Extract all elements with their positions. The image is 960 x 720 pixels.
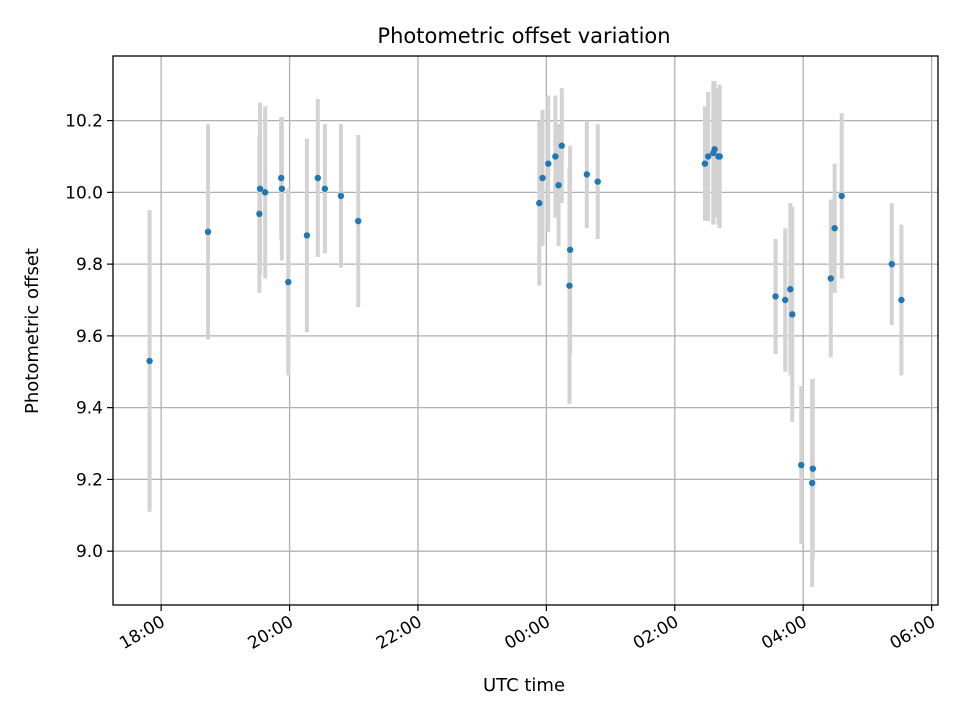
data-point — [545, 160, 552, 167]
data-point — [355, 217, 362, 225]
plot-frame — [112, 55, 939, 606]
data-point — [831, 225, 838, 232]
data-point — [303, 232, 311, 239]
data-point — [808, 479, 816, 487]
y-tick-label: 9.0 — [76, 542, 103, 562]
data-point — [539, 174, 546, 182]
data-point — [285, 278, 292, 286]
data-point — [789, 311, 796, 318]
data-point — [314, 174, 322, 182]
data-point — [838, 192, 845, 200]
x-tick-label: 00:00 — [501, 612, 553, 654]
y-tick-label: 10.0 — [65, 183, 103, 203]
y-tick-label: 9.8 — [76, 255, 103, 275]
error-bars — [147, 81, 904, 588]
data-point — [146, 357, 153, 365]
data-point — [256, 210, 263, 218]
x-tick-label: 22:00 — [373, 612, 425, 654]
data-points — [146, 142, 905, 487]
data-point — [552, 153, 559, 160]
data-point — [787, 286, 794, 293]
data-point — [566, 246, 574, 253]
data-point — [558, 142, 565, 149]
x-tick-label: 04:00 — [758, 612, 810, 654]
data-point — [809, 465, 817, 472]
x-tick-label: 06:00 — [887, 612, 939, 654]
chart-title: Photometric offset variation — [377, 24, 670, 48]
data-point — [204, 228, 212, 236]
x-axis-label: UTC time — [483, 675, 565, 696]
y-axis: 9.0 9.2 9.4 9.6 9.8 10.0 10.2 — [65, 112, 113, 562]
x-tick-label: 18:00 — [116, 612, 168, 654]
data-point — [555, 181, 562, 189]
data-point — [781, 296, 789, 304]
data-point — [888, 260, 895, 268]
data-point — [256, 185, 264, 192]
grid — [113, 56, 938, 605]
data-point — [594, 178, 601, 185]
y-tick-label: 9.4 — [76, 399, 103, 419]
y-axis-label: Photometric offset — [22, 248, 43, 414]
y-tick-label: 9.2 — [76, 470, 103, 490]
data-point — [321, 185, 329, 192]
data-point — [536, 199, 543, 207]
data-point — [827, 275, 834, 282]
data-point — [278, 174, 285, 182]
data-point — [798, 461, 805, 469]
data-point — [898, 296, 905, 304]
data-point — [583, 171, 591, 178]
x-axis: 18:00 20:00 22:00 00:00 02:00 04:00 06:00 — [116, 605, 939, 654]
data-point — [337, 192, 345, 200]
data-point — [701, 160, 709, 167]
data-point — [704, 153, 712, 160]
data-point — [278, 185, 286, 192]
y-tick-label: 10.2 — [65, 112, 103, 132]
data-point — [566, 282, 573, 289]
data-point — [261, 189, 269, 196]
y-tick-label: 9.6 — [76, 327, 103, 347]
data-point — [711, 146, 718, 153]
data-point — [772, 293, 779, 300]
x-tick-label: 02:00 — [630, 612, 682, 654]
x-tick-label: 20:00 — [245, 612, 297, 654]
data-point — [716, 153, 723, 160]
